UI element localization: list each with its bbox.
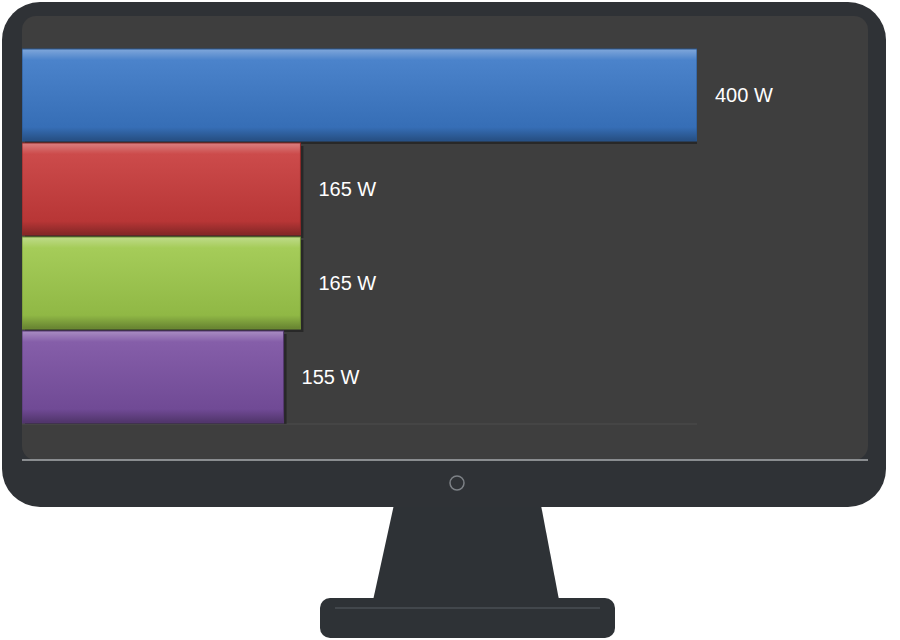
bars [22,49,697,424]
monitor-bezel [2,2,886,507]
data-label: 165 W [318,272,376,294]
bar [22,237,300,329]
data-label: 155 W [302,366,360,388]
base-highlight [335,607,600,609]
bar [22,49,697,141]
data-label: 165 W [318,178,376,200]
data-label: 400 W [715,84,773,106]
screen-edge [22,459,868,461]
monitor-screen [22,16,868,460]
bar [22,143,300,235]
bar [22,331,284,423]
chart-root: 400 W 165 W 165 W 155 W [0,0,900,640]
data-labels: 400 W 165 W 165 W 155 W [302,84,773,388]
power-button [450,476,464,490]
monitor-base [320,598,615,638]
monitor-stand [372,500,560,605]
chart-svg: 400 W 165 W 165 W 155 W [0,0,900,640]
